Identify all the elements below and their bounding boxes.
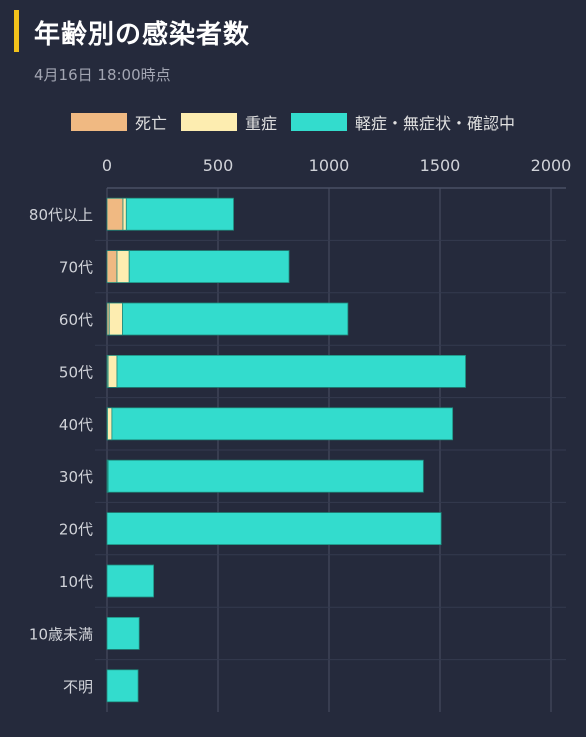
category-label-6: 20代 xyxy=(59,521,93,539)
bar-0-series-0 xyxy=(106,197,124,231)
bar-7-series-2 xyxy=(106,564,155,598)
x-tick-label-2: 1000 xyxy=(309,156,350,175)
bar-8-series-2 xyxy=(106,617,140,650)
bar-9-series-2 xyxy=(106,669,139,703)
x-tick-label-1: 500 xyxy=(203,156,234,175)
page-subtitle: 4月16日 18:00時点 xyxy=(34,66,171,84)
category-label-5: 30代 xyxy=(59,468,93,486)
bar-3-series-1 xyxy=(107,354,118,388)
legend-label-death: 死亡 xyxy=(134,114,167,133)
legend-swatch-death xyxy=(70,113,127,131)
category-label-9: 不明 xyxy=(63,678,93,696)
legend-swatch-severe xyxy=(180,113,237,131)
category-label-1: 70代 xyxy=(59,259,93,277)
category-label-8: 10歳未満 xyxy=(29,625,93,643)
chart-legend: 死亡 重症 軽症・無症状・確認中 xyxy=(0,110,586,134)
bar-5-series-2 xyxy=(107,459,424,493)
x-tick-label-4: 2000 xyxy=(531,156,572,175)
legend-swatch-mild xyxy=(291,113,347,131)
bar-1-series-2 xyxy=(128,250,290,284)
bar-4-series-2 xyxy=(111,407,454,441)
bar-1-series-1 xyxy=(116,250,130,284)
category-label-3: 50代 xyxy=(59,363,93,381)
bar-3-series-2 xyxy=(116,354,466,388)
x-tick-label-3: 1500 xyxy=(420,156,461,175)
bar-6-series-2 xyxy=(106,512,442,545)
legend-item-severe[interactable]: 重症 xyxy=(180,110,277,134)
bar-0-series-2 xyxy=(125,197,234,231)
legend-item-death[interactable]: 死亡 xyxy=(70,110,167,134)
bar-1-series-0 xyxy=(106,250,118,284)
page-title: 年齢別の感染者数 xyxy=(34,20,251,50)
legend-item-mild[interactable]: 軽症・無症状・確認中 xyxy=(291,110,515,134)
bar-0-series-1 xyxy=(122,197,127,231)
x-tick-label-0: 0 xyxy=(102,156,112,175)
title-accent-bar xyxy=(14,10,19,52)
category-label-7: 10代 xyxy=(59,573,93,591)
bar-4-series-1 xyxy=(107,407,113,441)
legend-label-severe: 重症 xyxy=(244,114,277,133)
category-label-4: 40代 xyxy=(59,416,93,434)
bar-2-series-1 xyxy=(108,302,123,336)
legend-label-mild: 軽症・無症状・確認中 xyxy=(355,114,516,133)
bar-2-series-2 xyxy=(122,302,349,336)
category-label-2: 60代 xyxy=(59,311,93,329)
category-label-0: 80代以上 xyxy=(29,206,93,224)
